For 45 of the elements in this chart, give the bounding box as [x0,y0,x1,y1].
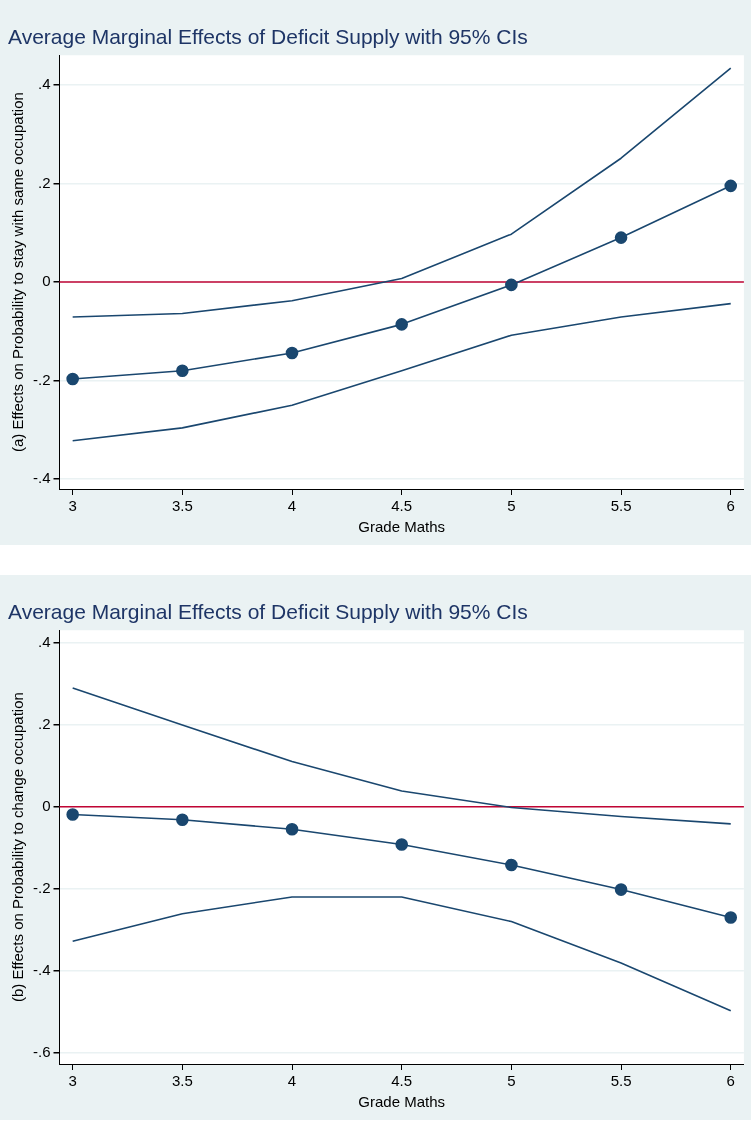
y-tick-label: .4 [37,632,51,650]
point [285,822,299,836]
point [505,858,518,872]
point [66,808,79,821]
y-tick-label: .4 [37,74,51,92]
y-tick-label: 0 [42,796,51,814]
point [614,883,628,896]
x-tick-label: 5 [507,497,516,515]
point [724,911,738,924]
y-tick-label: .2 [37,173,51,191]
y-tick-label: .2 [37,714,51,732]
point [176,364,189,377]
x-tick-label: 6 [726,1072,735,1090]
x-tick-label: 5 [507,1072,516,1090]
y-tick-label: -.2 [32,878,51,896]
point [395,838,408,851]
chart-title: Average Marginal Effects of Deficit Supply with 95% CIs [8,600,528,624]
y-tick-label: 0 [42,272,51,290]
x-tick-label: 3.5 [171,1072,193,1090]
x-tick-label: 4.5 [391,497,413,515]
x-tick-label: 3.5 [171,497,193,515]
y-tick-label: -.6 [32,1043,51,1061]
x-axis-title: Grade Maths [358,1093,446,1111]
x-tick-label: 4.5 [391,1072,413,1090]
point [176,813,189,827]
point [66,372,79,386]
point [614,231,628,244]
x-tick-label: 6 [726,497,735,515]
x-tick-label: 4 [287,497,297,515]
x-tick-label: 3 [68,1072,77,1090]
y-tick-label: -.4 [32,960,51,978]
point [285,346,299,360]
x-tick-label: 5.5 [610,497,632,515]
y-axis-title: (b) Effects on Probability to change occupation [9,692,27,1003]
x-tick-label: 4 [287,1072,297,1090]
y-tick-label: -.2 [32,370,51,388]
y-tick-label: -.4 [32,469,51,487]
x-tick-label: 3 [68,497,77,515]
x-axis-title: Grade Maths [358,518,446,536]
point [505,278,518,292]
point [724,179,738,193]
point [395,318,408,331]
x-tick-label: 5.5 [610,1072,632,1090]
y-axis-title: (a) Effects on Probability to stay with same occupation [9,92,27,453]
chart-title: Average Marginal Effects of Deficit Supply with 95% CIs [8,25,528,49]
